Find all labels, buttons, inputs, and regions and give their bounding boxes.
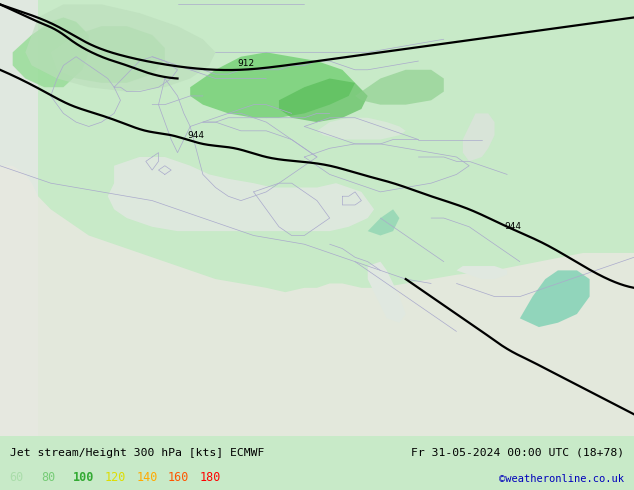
Text: Fr 31-05-2024 00:00 UTC (18+78): Fr 31-05-2024 00:00 UTC (18+78) [411, 448, 624, 458]
Text: 160: 160 [168, 470, 190, 484]
Text: 80: 80 [41, 470, 55, 484]
Polygon shape [51, 26, 165, 83]
Text: 944: 944 [504, 222, 521, 231]
Polygon shape [368, 209, 399, 236]
Polygon shape [25, 4, 216, 92]
Polygon shape [13, 18, 89, 87]
Polygon shape [520, 270, 590, 327]
Text: 140: 140 [136, 470, 158, 484]
Text: 180: 180 [200, 470, 221, 484]
Polygon shape [279, 78, 368, 122]
Polygon shape [456, 266, 507, 279]
Text: 120: 120 [105, 470, 126, 484]
Polygon shape [0, 166, 634, 436]
Text: 944: 944 [187, 130, 204, 140]
FancyBboxPatch shape [0, 0, 38, 441]
Polygon shape [190, 52, 355, 118]
Text: 912: 912 [238, 59, 255, 68]
Polygon shape [317, 118, 406, 140]
Text: ©weatheronline.co.uk: ©weatheronline.co.uk [500, 473, 624, 484]
Polygon shape [355, 70, 444, 105]
Text: 100: 100 [73, 470, 94, 484]
Polygon shape [368, 262, 406, 323]
Polygon shape [463, 113, 495, 161]
Polygon shape [108, 157, 374, 231]
Text: 60: 60 [10, 470, 23, 484]
Text: Jet stream/Height 300 hPa [kts] ECMWF: Jet stream/Height 300 hPa [kts] ECMWF [10, 448, 264, 458]
